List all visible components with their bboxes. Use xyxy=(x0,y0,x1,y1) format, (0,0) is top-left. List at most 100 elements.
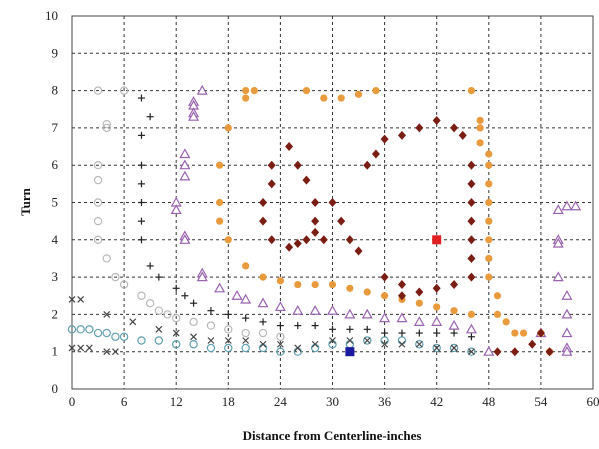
orange-dot-point xyxy=(493,292,502,300)
x-point xyxy=(224,337,232,344)
x-tick-label: 24 xyxy=(274,394,288,409)
x-point-b xyxy=(346,337,354,344)
diamond-point xyxy=(267,160,276,170)
x-point-b xyxy=(259,340,267,348)
diamond-point xyxy=(311,227,320,237)
x-tick-label: 42 xyxy=(430,394,443,409)
x-point-b xyxy=(129,318,137,326)
triangle-point xyxy=(196,271,208,282)
y-tick-label: 6 xyxy=(52,157,59,172)
diamond-point xyxy=(293,160,302,170)
x-point-b xyxy=(363,337,371,344)
circle-point xyxy=(206,321,216,330)
triangle-point xyxy=(231,290,243,300)
circle-point xyxy=(241,343,250,353)
orange-dot-point xyxy=(476,124,484,132)
orange-dot-point xyxy=(381,292,389,300)
plus-point xyxy=(137,131,145,139)
orange-dot-point xyxy=(372,87,380,95)
circle-point xyxy=(93,216,103,226)
x-point-b xyxy=(207,337,215,344)
orange-dot-point xyxy=(511,329,519,337)
diamond-point xyxy=(345,235,354,245)
orange-dot-point xyxy=(485,254,493,263)
x-point xyxy=(155,325,163,333)
x-point-b xyxy=(68,344,76,352)
orange-dot-point xyxy=(216,217,224,225)
diamond-point xyxy=(467,253,476,263)
triangle-point xyxy=(179,234,191,244)
plus-point xyxy=(224,310,232,318)
x-point xyxy=(129,318,137,326)
triangle-point xyxy=(552,237,564,248)
x-point-b xyxy=(85,344,93,352)
triangle-point xyxy=(274,301,286,312)
diamond-point xyxy=(285,142,294,152)
orange-dot-point xyxy=(259,273,267,281)
orange-dot-point xyxy=(294,280,302,289)
plus-point xyxy=(311,322,319,330)
triangle-point xyxy=(552,204,564,215)
diamond-point xyxy=(397,291,406,301)
diamond-point xyxy=(467,179,476,189)
triangle-point xyxy=(179,170,191,181)
orange-dot-point xyxy=(311,280,319,289)
orange-dot-point xyxy=(467,87,476,95)
orange-dot-point xyxy=(242,94,250,102)
triangle-point xyxy=(561,327,573,338)
diamond-point xyxy=(467,198,476,207)
plus-point xyxy=(137,180,145,188)
diamond-point xyxy=(302,175,311,185)
triangle-point xyxy=(170,204,182,215)
x-point xyxy=(77,344,85,352)
orange-dot-point xyxy=(250,87,258,95)
orange-dot-point xyxy=(242,262,250,270)
triangle-point xyxy=(448,319,460,330)
x-point-b xyxy=(155,325,163,333)
x-tick-label: 30 xyxy=(326,394,339,409)
diamond-point xyxy=(371,149,380,159)
triangle-point xyxy=(483,345,495,356)
triangle-point xyxy=(561,200,573,211)
triangle-point xyxy=(179,159,191,170)
triangle-point xyxy=(344,308,356,319)
diamond-point xyxy=(311,216,320,226)
diamond-point xyxy=(467,160,476,170)
circle-point xyxy=(93,86,103,95)
x-tick-label: 60 xyxy=(587,394,599,409)
circle-point xyxy=(154,336,164,345)
x-point xyxy=(68,296,76,303)
orange-dot-point xyxy=(242,87,250,95)
y-tick-label: 2 xyxy=(52,306,59,321)
circle-point xyxy=(85,325,94,334)
x-point-b xyxy=(111,348,119,356)
circle-point xyxy=(111,272,120,282)
diamond-point xyxy=(397,130,406,140)
diamond-point xyxy=(432,283,441,293)
triangle-point xyxy=(561,290,573,300)
plus-point xyxy=(363,325,371,333)
triangle-point xyxy=(292,304,304,315)
x-tick-label: 6 xyxy=(121,394,128,409)
x-point-b xyxy=(77,296,85,303)
triangle-point xyxy=(361,308,373,319)
x-point-b xyxy=(433,344,441,352)
plus-point xyxy=(137,217,145,225)
x-point xyxy=(207,337,215,344)
x-point xyxy=(103,310,111,318)
orange-dot-point xyxy=(346,284,354,292)
orange-dot-point xyxy=(493,310,502,318)
x-point-b xyxy=(294,344,302,352)
diamond-point xyxy=(415,287,424,297)
triangle-point xyxy=(413,316,425,326)
diamond-point xyxy=(467,272,476,282)
x-point xyxy=(329,337,336,344)
x-point xyxy=(77,296,85,303)
triangle-point xyxy=(570,200,582,211)
x-point-b xyxy=(172,329,180,337)
y-tick-label: 9 xyxy=(52,45,59,60)
circle-point xyxy=(154,306,164,315)
plus-point xyxy=(276,322,284,330)
x-tick-label: 48 xyxy=(482,394,495,409)
circle-point xyxy=(258,328,268,338)
